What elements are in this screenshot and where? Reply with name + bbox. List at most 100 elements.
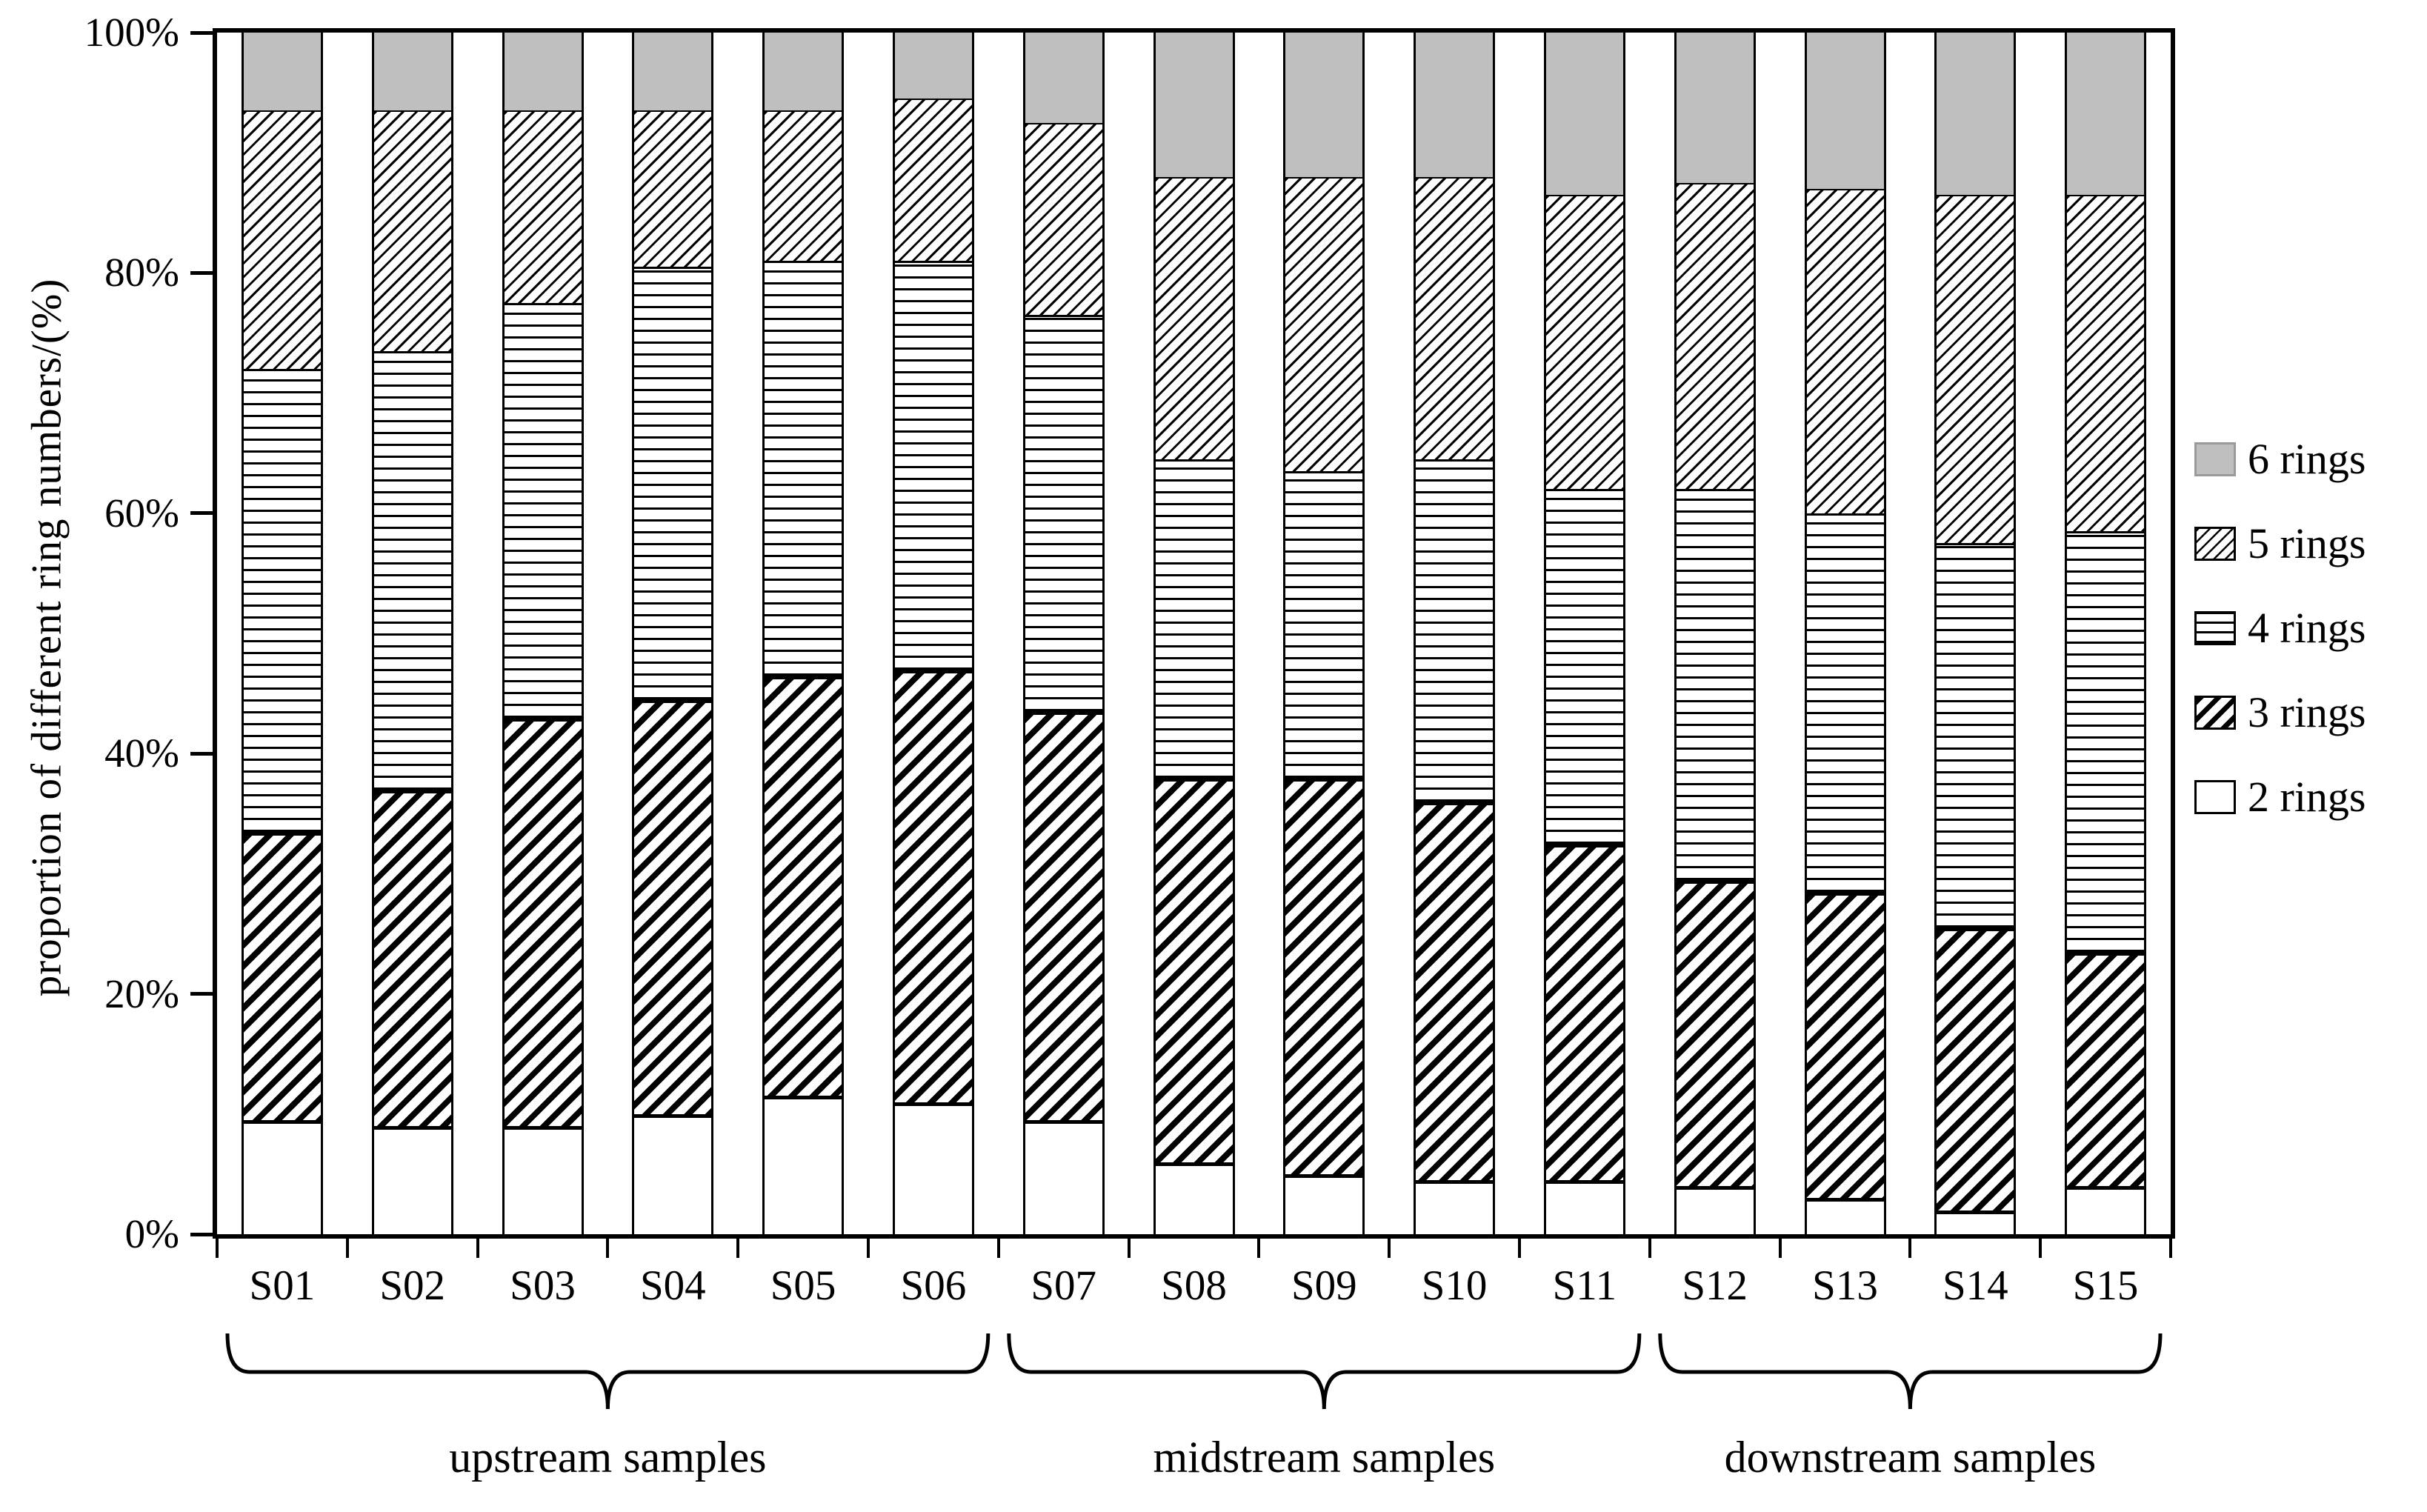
category-label-S13: S13 (1812, 1262, 1878, 1309)
legend-item-4-rings: 4 rings (2194, 602, 2366, 654)
segment-2-rings-S12 (1674, 1186, 1756, 1234)
x-tick-12 (1778, 1239, 1782, 1258)
segment-4-rings-S04 (632, 267, 714, 700)
segment-5-rings-S03 (502, 110, 584, 303)
segment-5-rings-S13 (1804, 188, 1886, 513)
segment-2-rings-S04 (632, 1113, 714, 1234)
segment-2-rings-S06 (892, 1102, 974, 1234)
segment-5-rings-S11 (1543, 194, 1625, 490)
group-label-downstream: downstream samples (1724, 1433, 2097, 1482)
x-tick-3 (606, 1239, 610, 1258)
bar-S15 (2065, 33, 2147, 1234)
segment-6-rings-S13 (1804, 33, 1886, 189)
legend-label: 5 rings (2248, 519, 2366, 567)
category-label-S11: S11 (1552, 1262, 1617, 1309)
segment-4-rings-S02 (371, 350, 453, 790)
segment-5-rings-S01 (241, 110, 323, 370)
x-tick-2 (476, 1239, 479, 1258)
bar-S10 (1414, 33, 1496, 1234)
category-label-S07: S07 (1031, 1262, 1097, 1309)
legend-label: 4 rings (2248, 604, 2366, 652)
segment-4-rings-S08 (1153, 459, 1235, 778)
bar-S04 (632, 33, 714, 1234)
segment-5-rings-S08 (1153, 176, 1235, 459)
segment-6-rings-S09 (1283, 33, 1365, 177)
bar-S06 (892, 33, 974, 1234)
x-tick-5 (867, 1239, 870, 1258)
segment-2-rings-S08 (1153, 1162, 1235, 1234)
segment-6-rings-S08 (1153, 33, 1235, 177)
bar-S13 (1804, 33, 1886, 1234)
legend-label: 6 rings (2248, 435, 2366, 483)
segment-6-rings-S07 (1022, 33, 1105, 123)
bar-S08 (1153, 33, 1235, 1234)
segment-3-rings-S08 (1153, 777, 1235, 1162)
segment-6-rings-S02 (371, 33, 453, 111)
segment-3-rings-S03 (502, 717, 584, 1126)
segment-2-rings-S14 (1934, 1210, 2017, 1234)
category-label-S06: S06 (900, 1262, 967, 1309)
brace-midstream (1007, 1333, 1642, 1410)
segment-4-rings-S15 (2065, 531, 2147, 952)
segment-3-rings-S05 (762, 675, 845, 1096)
segment-6-rings-S12 (1674, 33, 1756, 183)
bar-S03 (502, 33, 584, 1234)
segment-3-rings-S11 (1543, 843, 1625, 1180)
segment-2-rings-S05 (762, 1096, 845, 1234)
segment-4-rings-S03 (502, 302, 584, 718)
legend-label: 3 rings (2248, 688, 2366, 736)
y-tick-label-0%: 0% (124, 1211, 179, 1256)
segment-2-rings-S15 (2065, 1186, 2147, 1234)
segment-5-rings-S06 (892, 99, 974, 262)
segment-3-rings-S12 (1674, 879, 1756, 1187)
segment-2-rings-S09 (1283, 1173, 1365, 1234)
y-tick-label-100%: 100% (84, 10, 179, 55)
bar-S14 (1934, 33, 2017, 1234)
segment-6-rings-S04 (632, 33, 714, 111)
category-label-S08: S08 (1161, 1262, 1227, 1309)
category-label-S04: S04 (639, 1262, 706, 1309)
category-label-S02: S02 (379, 1262, 446, 1309)
legend-swatch-white-icon (2194, 780, 2236, 814)
category-label-S05: S05 (770, 1262, 836, 1309)
plot-area (213, 28, 2175, 1239)
segment-5-rings-S04 (632, 110, 714, 267)
segment-4-rings-S14 (1934, 543, 2017, 928)
x-tick-10 (1518, 1239, 1521, 1258)
brace-downstream (1658, 1333, 2163, 1410)
y-tick-label-60%: 60% (104, 490, 179, 536)
segment-4-rings-S10 (1414, 459, 1496, 802)
segment-3-rings-S09 (1283, 777, 1365, 1174)
x-tick-7 (1127, 1239, 1131, 1258)
legend-item-5-rings: 5 rings (2194, 518, 2366, 570)
segment-2-rings-S13 (1804, 1198, 1886, 1234)
segment-4-rings-S05 (762, 261, 845, 676)
legend-swatch-horizontal-icon (2194, 611, 2236, 645)
segment-5-rings-S07 (1022, 122, 1105, 316)
segment-3-rings-S14 (1934, 927, 2017, 1210)
category-label-S12: S12 (1682, 1262, 1748, 1309)
segment-6-rings-S15 (2065, 33, 2147, 195)
bar-S12 (1674, 33, 1756, 1234)
segment-3-rings-S04 (632, 699, 714, 1114)
segment-3-rings-S15 (2065, 951, 2147, 1187)
plot-inner (217, 33, 2171, 1234)
legend-swatch-gray-icon (2194, 442, 2236, 476)
y-tick-0% (190, 1232, 213, 1236)
bar-S09 (1283, 33, 1365, 1234)
legend-label: 2 rings (2248, 773, 2366, 821)
segment-3-rings-S10 (1414, 802, 1496, 1180)
segment-3-rings-S01 (241, 831, 323, 1120)
segment-4-rings-S09 (1283, 471, 1365, 778)
legend-item-2-rings: 2 rings (2194, 771, 2366, 823)
segment-6-rings-S14 (1934, 33, 2017, 195)
y-tick-label-40%: 40% (104, 730, 179, 776)
segment-2-rings-S11 (1543, 1179, 1625, 1234)
segment-3-rings-S07 (1022, 711, 1105, 1120)
segment-5-rings-S05 (762, 110, 845, 262)
y-tick-label-80%: 80% (104, 250, 179, 296)
x-tick-6 (996, 1239, 1000, 1258)
segment-5-rings-S12 (1674, 182, 1756, 490)
segment-6-rings-S11 (1543, 33, 1625, 195)
